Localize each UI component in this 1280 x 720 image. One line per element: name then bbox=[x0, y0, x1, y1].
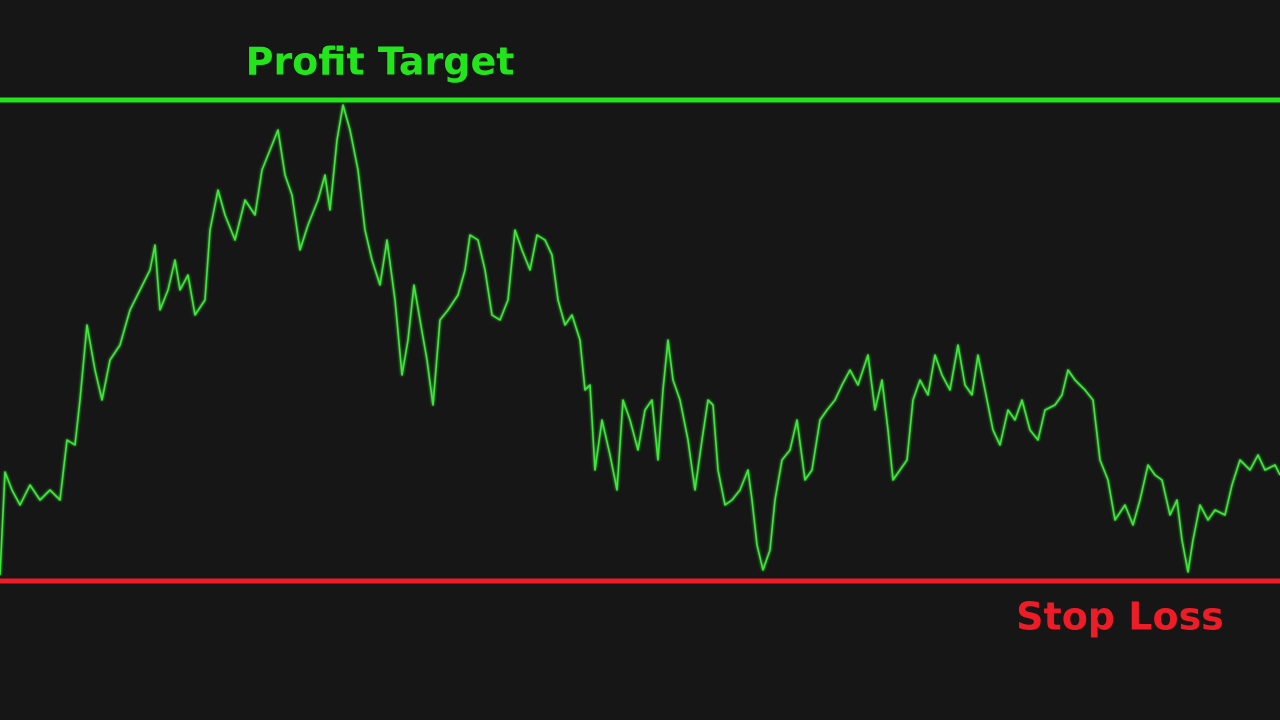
level-label: Stop Loss bbox=[1016, 595, 1224, 639]
price-line bbox=[0, 104, 1280, 576]
level-label: Profit Target bbox=[246, 40, 515, 84]
